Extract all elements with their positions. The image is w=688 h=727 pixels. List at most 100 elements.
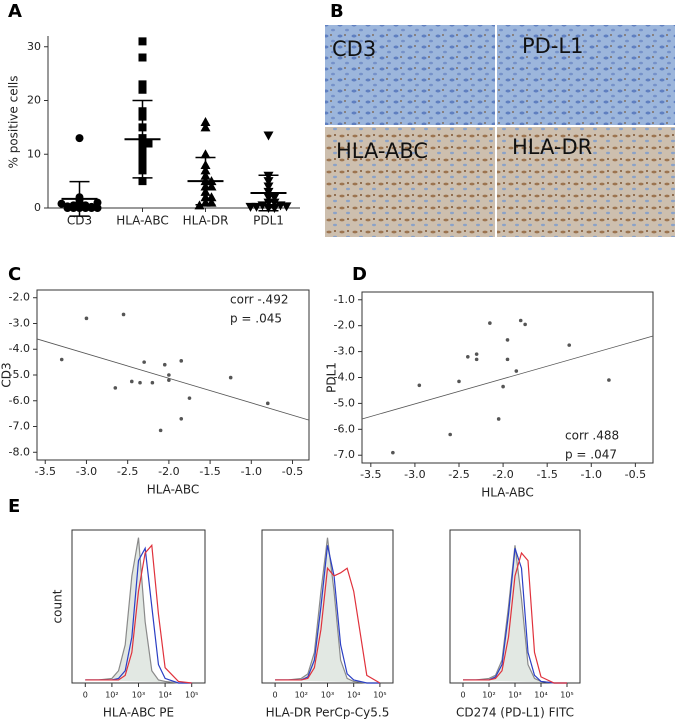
y-axis-label: % positive cells (7, 76, 21, 169)
image-label: PD-L1 (522, 34, 583, 58)
x-tick-label: CD3 (67, 214, 92, 228)
x-tick-label: -0.5 (282, 465, 303, 478)
annotation: corr -.492 (230, 293, 288, 307)
y-tick-label: -4.0 (334, 371, 355, 384)
data-point (505, 338, 510, 342)
x-tick-label: -3.5 (35, 465, 56, 478)
x-tick-label: 10⁵ (560, 691, 573, 700)
annotation: corr .488 (565, 429, 619, 443)
data-point (162, 362, 167, 367)
data-point (245, 202, 256, 212)
data-point (142, 360, 146, 364)
x-tick-label: -1.5 (199, 465, 220, 478)
data-point (179, 359, 184, 363)
panel-label: E (8, 496, 20, 517)
x-tick-label: PDL1 (253, 214, 284, 228)
data-point (138, 177, 147, 186)
data-point (269, 204, 280, 213)
x-axis-label: HLA-ABC (481, 486, 534, 500)
fit-line (361, 335, 654, 420)
y-tick-label: -7.0 (9, 420, 30, 433)
data-point (167, 373, 171, 377)
data-point (269, 193, 280, 203)
error-bar (258, 174, 279, 212)
data-point (228, 375, 233, 380)
y-tick-label: -2.0 (334, 319, 355, 332)
data-point (63, 202, 72, 211)
ihc-image (497, 25, 675, 125)
x-tick-label: -1.5 (536, 468, 557, 481)
x-tick-label: HLA-DR (183, 214, 229, 228)
x-tick-label: -1.0 (241, 465, 262, 478)
image-label: CD3 (332, 37, 376, 61)
data-point (206, 192, 217, 202)
error-bar (132, 99, 153, 179)
data-point (121, 312, 126, 317)
histogram-curve (463, 551, 567, 684)
panel-label: D (352, 264, 367, 285)
x-tick-label: 0 (460, 691, 465, 700)
x-tick-label: 10³ (132, 691, 145, 700)
x-tick-label: 10³ (508, 691, 521, 700)
y-tick-label: -5.0 (9, 368, 30, 381)
image-label: HLA-DR (512, 135, 592, 159)
x-tick-label: HLA-ABC (116, 214, 169, 228)
data-point (179, 416, 184, 421)
x-tick-label: 10² (295, 691, 308, 700)
data-point (75, 134, 84, 143)
x-tick-label: 10⁴ (158, 691, 171, 700)
data-point (505, 357, 510, 362)
data-point (84, 316, 89, 321)
y-axis-label: CD3 (0, 362, 14, 387)
data-point (265, 401, 270, 406)
data-point (138, 37, 147, 46)
ihc-images: CD3 PD-L1 HLA-ABC HLA-DR (325, 25, 675, 237)
x-tick-label: 10⁵ (373, 691, 386, 700)
x-tick-label: 10⁴ (347, 691, 360, 700)
error-bar (195, 156, 216, 206)
annotation: p = .045 (230, 312, 282, 326)
x-axis-label: CD274 (PD-L1) FITC (456, 706, 574, 720)
ihc-image (325, 25, 495, 125)
x-tick-label: -2.0 (158, 465, 179, 478)
x-tick-label: -2.5 (117, 465, 138, 478)
data-point (488, 321, 492, 325)
data-point (448, 432, 452, 437)
data-point (501, 384, 505, 389)
data-point (81, 204, 90, 212)
error-bar (69, 180, 90, 217)
annotation: p = .047 (565, 448, 617, 462)
x-axis-label: HLA-DR PerCp-Cy5.5 (266, 706, 390, 720)
x-tick-label: -3.0 (404, 468, 425, 481)
x-tick-label: -3.0 (76, 465, 97, 478)
x-tick-label: 10² (105, 691, 118, 700)
data-point (567, 343, 572, 347)
data-point (129, 379, 134, 384)
y-tick-label: -6.0 (9, 394, 30, 407)
data-point (200, 149, 211, 159)
data-point (93, 198, 102, 207)
data-point (158, 428, 163, 433)
data-point (200, 122, 211, 132)
data-point (138, 380, 142, 385)
y-axis-label: count (51, 589, 65, 623)
data-point (138, 53, 147, 62)
data-point (69, 204, 78, 212)
image-label: HLA-ABC (336, 139, 428, 163)
x-tick-label: -2.5 (448, 468, 469, 481)
data-point (138, 85, 147, 94)
x-tick-label: -1.0 (581, 468, 602, 481)
y-tick-label: -7.0 (334, 448, 355, 461)
x-tick-label: -3.5 (360, 468, 381, 481)
y-tick-label: -1.0 (334, 293, 355, 306)
y-tick-label: -2.0 (9, 291, 30, 304)
data-point (200, 117, 211, 126)
y-tick-label: 30 (27, 40, 41, 53)
data-point (474, 352, 479, 356)
x-tick-label: 10³ (321, 691, 334, 700)
histogram-curve (85, 537, 192, 684)
data-point (518, 318, 523, 323)
x-tick-label: 0 (83, 691, 88, 700)
data-point (167, 378, 171, 382)
